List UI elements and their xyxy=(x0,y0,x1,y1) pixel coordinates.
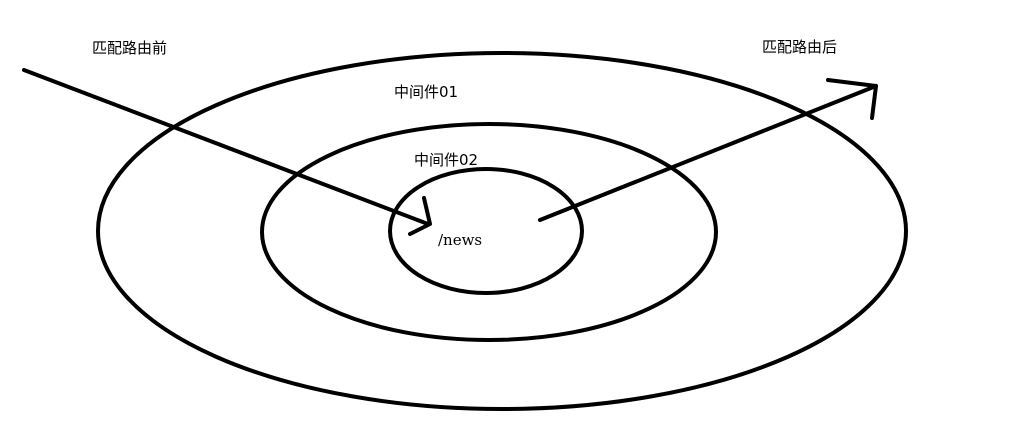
middleware-02-ring xyxy=(260,122,718,342)
middleware-02-label: 中间件02 xyxy=(414,151,478,169)
route-ring xyxy=(388,167,584,295)
incoming-arrow-head xyxy=(408,196,432,236)
incoming-arrow xyxy=(22,68,432,236)
outgoing-arrow xyxy=(538,78,878,222)
route-label: /news xyxy=(438,231,482,249)
middleware-01-label: 中间件01 xyxy=(394,83,458,101)
outgoing-arrow-head xyxy=(826,78,878,120)
before-match-label: 匹配路由前 xyxy=(92,39,167,57)
outgoing-arrow-shaft xyxy=(538,84,878,222)
after-match-label: 匹配路由后 xyxy=(762,38,837,56)
incoming-arrow-shaft xyxy=(22,68,430,226)
middleware-01-ring xyxy=(96,51,908,411)
